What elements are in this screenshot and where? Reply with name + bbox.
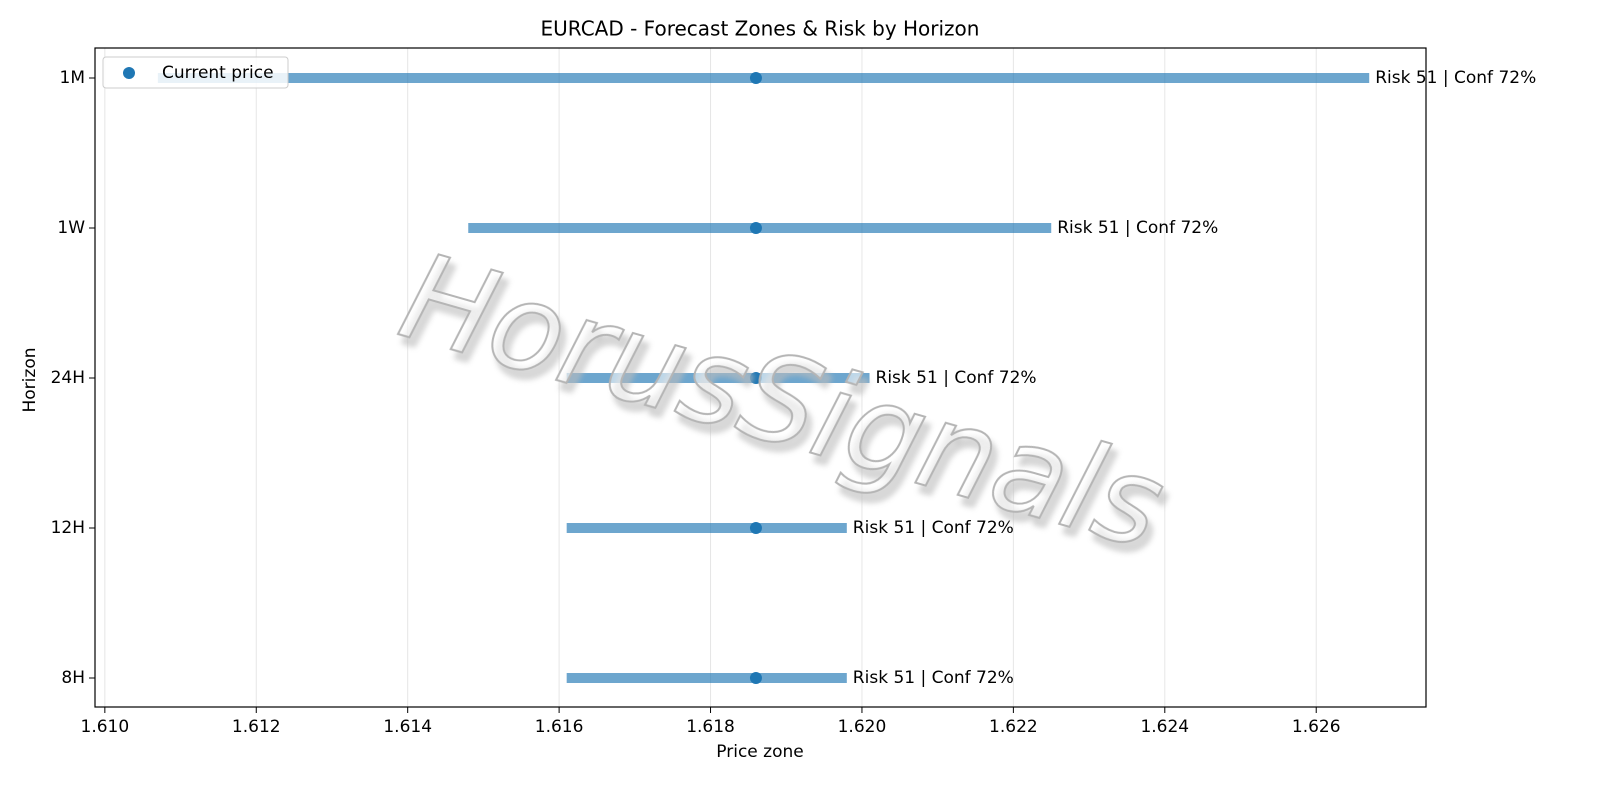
x-tick-label: 1.610 bbox=[81, 717, 130, 737]
legend-box bbox=[102, 56, 289, 89]
annotation: Risk 51 | Conf 72% bbox=[876, 368, 1037, 388]
x-tick-label: 1.622 bbox=[989, 717, 1038, 737]
x-axis-label: Price zone bbox=[716, 742, 803, 762]
x-tick-label: 1.616 bbox=[535, 717, 584, 737]
annotation: Risk 51 | Conf 72% bbox=[1375, 68, 1536, 88]
x-tick-label: 1.624 bbox=[1140, 717, 1189, 737]
chart-title: EURCAD - Forecast Zones & Risk by Horizo… bbox=[541, 17, 980, 41]
x-tick-label: 1.618 bbox=[686, 717, 735, 737]
y-tick-label: 8H bbox=[61, 668, 85, 688]
y-tick-label: 12H bbox=[51, 518, 85, 538]
x-tick-label: 1.614 bbox=[383, 717, 432, 737]
legend-marker bbox=[123, 67, 135, 79]
annotation: Risk 51 | Conf 72% bbox=[853, 518, 1014, 538]
current-price-point bbox=[749, 222, 762, 234]
current-price-point bbox=[749, 72, 762, 84]
y-tick-label: 24H bbox=[51, 368, 85, 388]
annotation: Risk 51 | Conf 72% bbox=[1057, 218, 1218, 238]
y-tick-label: 1W bbox=[57, 218, 85, 238]
y-axis-label: Horizon bbox=[20, 348, 40, 413]
plot-frame bbox=[94, 47, 1427, 708]
y-tick-label: 1M bbox=[60, 68, 85, 88]
annotation: Risk 51 | Conf 72% bbox=[853, 668, 1014, 688]
current-price-point bbox=[749, 372, 762, 384]
legend: Current price bbox=[102, 56, 289, 89]
x-tick-label: 1.626 bbox=[1292, 717, 1341, 737]
x-tick-label: 1.620 bbox=[838, 717, 887, 737]
current-price-point bbox=[749, 672, 762, 684]
current-price-point bbox=[749, 522, 762, 534]
x-tick-label: 1.612 bbox=[232, 717, 281, 737]
legend-label: Current price bbox=[162, 63, 274, 83]
